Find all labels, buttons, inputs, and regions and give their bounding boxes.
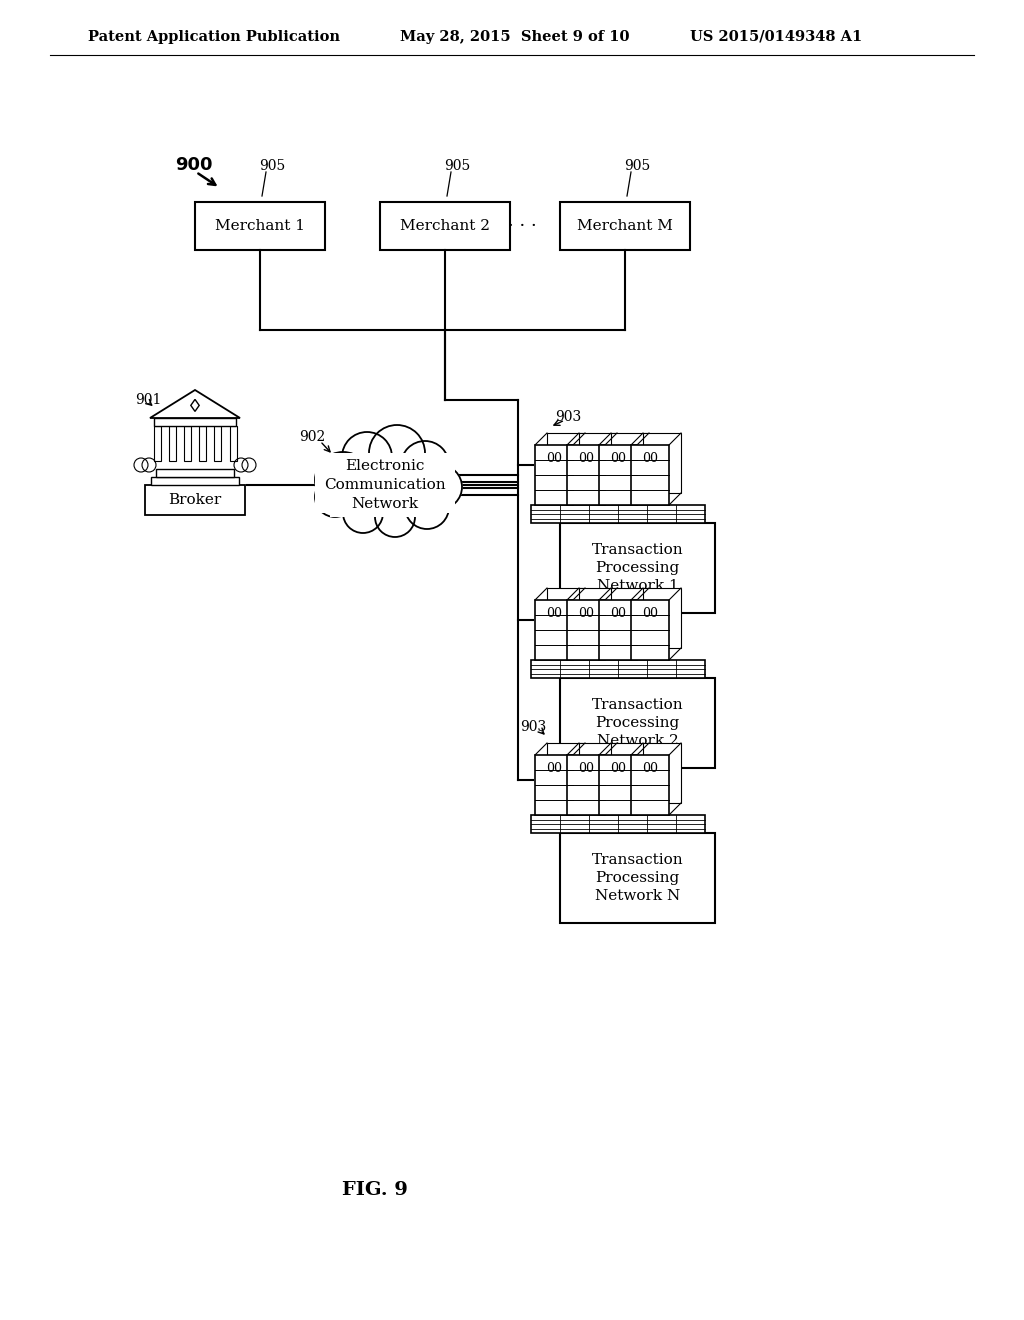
FancyBboxPatch shape [535, 445, 573, 506]
Text: 00: 00 [578, 762, 594, 775]
Text: Electronic
Communication
Network: Electronic Communication Network [325, 458, 445, 511]
FancyBboxPatch shape [195, 202, 325, 249]
Text: 00: 00 [546, 451, 562, 465]
FancyBboxPatch shape [547, 587, 585, 648]
Polygon shape [150, 389, 240, 418]
Circle shape [401, 441, 449, 488]
Circle shape [369, 425, 425, 480]
Text: 905: 905 [624, 158, 650, 173]
FancyBboxPatch shape [643, 433, 681, 492]
Text: 900: 900 [175, 156, 213, 174]
Circle shape [134, 458, 148, 473]
FancyBboxPatch shape [611, 433, 649, 492]
FancyBboxPatch shape [579, 433, 617, 492]
Text: Merchant M: Merchant M [578, 219, 673, 234]
FancyBboxPatch shape [531, 660, 705, 678]
FancyBboxPatch shape [547, 433, 585, 492]
Text: Merchant 2: Merchant 2 [400, 219, 490, 234]
Circle shape [343, 492, 383, 533]
FancyBboxPatch shape [531, 506, 705, 523]
FancyBboxPatch shape [145, 484, 245, 515]
FancyBboxPatch shape [643, 743, 681, 803]
Circle shape [418, 465, 462, 510]
Circle shape [234, 458, 248, 473]
Text: Transaction
Processing
Network 2: Transaction Processing Network 2 [592, 697, 683, 748]
FancyBboxPatch shape [560, 202, 690, 249]
FancyBboxPatch shape [631, 601, 669, 660]
FancyBboxPatch shape [547, 743, 585, 803]
Circle shape [406, 484, 449, 529]
Circle shape [315, 451, 371, 508]
FancyBboxPatch shape [611, 743, 649, 803]
Text: Broker: Broker [168, 492, 221, 507]
FancyBboxPatch shape [567, 755, 605, 814]
FancyBboxPatch shape [631, 755, 669, 814]
Text: May 28, 2015  Sheet 9 of 10: May 28, 2015 Sheet 9 of 10 [400, 30, 630, 44]
Text: 00: 00 [546, 762, 562, 775]
Text: 903: 903 [520, 719, 546, 734]
FancyBboxPatch shape [184, 426, 190, 461]
FancyBboxPatch shape [560, 678, 715, 768]
FancyBboxPatch shape [214, 426, 221, 461]
FancyBboxPatch shape [567, 445, 605, 506]
Text: Patent Application Publication: Patent Application Publication [88, 30, 340, 44]
Text: 00: 00 [642, 451, 658, 465]
Circle shape [342, 432, 392, 482]
Text: 00: 00 [642, 762, 658, 775]
Text: 00: 00 [610, 762, 626, 775]
Text: 00: 00 [610, 607, 626, 619]
Circle shape [375, 498, 415, 537]
FancyBboxPatch shape [567, 601, 605, 660]
FancyBboxPatch shape [315, 453, 455, 513]
FancyBboxPatch shape [535, 601, 573, 660]
FancyBboxPatch shape [579, 743, 617, 803]
Text: 905: 905 [443, 158, 470, 173]
FancyBboxPatch shape [560, 833, 715, 923]
Text: 00: 00 [610, 451, 626, 465]
FancyBboxPatch shape [156, 469, 234, 477]
Text: ·
·
·: · · · [560, 681, 566, 733]
FancyBboxPatch shape [599, 755, 637, 814]
Circle shape [242, 458, 256, 473]
Text: 901: 901 [135, 393, 162, 407]
Text: 903: 903 [555, 411, 582, 424]
Text: FIG. 9: FIG. 9 [342, 1181, 408, 1199]
FancyBboxPatch shape [154, 418, 236, 426]
FancyBboxPatch shape [560, 523, 715, 612]
Text: 905: 905 [259, 158, 285, 173]
FancyBboxPatch shape [611, 587, 649, 648]
FancyBboxPatch shape [151, 477, 239, 484]
FancyBboxPatch shape [531, 814, 705, 833]
Text: US 2015/0149348 A1: US 2015/0149348 A1 [690, 30, 862, 44]
FancyBboxPatch shape [643, 587, 681, 648]
FancyBboxPatch shape [380, 202, 510, 249]
FancyBboxPatch shape [631, 445, 669, 506]
Text: Merchant 1: Merchant 1 [215, 219, 305, 234]
Text: · · ·: · · · [508, 216, 537, 235]
FancyBboxPatch shape [599, 445, 637, 506]
FancyBboxPatch shape [154, 426, 161, 461]
Text: Transaction
Processing
Network 1: Transaction Processing Network 1 [592, 543, 683, 594]
Text: Transaction
Processing
Network N: Transaction Processing Network N [592, 853, 683, 903]
Text: 00: 00 [578, 451, 594, 465]
Text: 00: 00 [578, 607, 594, 619]
FancyBboxPatch shape [169, 426, 176, 461]
FancyBboxPatch shape [579, 587, 617, 648]
FancyBboxPatch shape [330, 507, 440, 517]
Circle shape [142, 458, 156, 473]
Text: 902: 902 [299, 430, 326, 444]
FancyBboxPatch shape [535, 755, 573, 814]
Circle shape [315, 477, 355, 517]
FancyBboxPatch shape [599, 601, 637, 660]
Text: 903: 903 [690, 576, 716, 589]
FancyBboxPatch shape [199, 426, 206, 461]
Text: 00: 00 [642, 607, 658, 619]
FancyBboxPatch shape [229, 426, 237, 461]
Polygon shape [190, 400, 200, 412]
Text: 00: 00 [546, 607, 562, 619]
